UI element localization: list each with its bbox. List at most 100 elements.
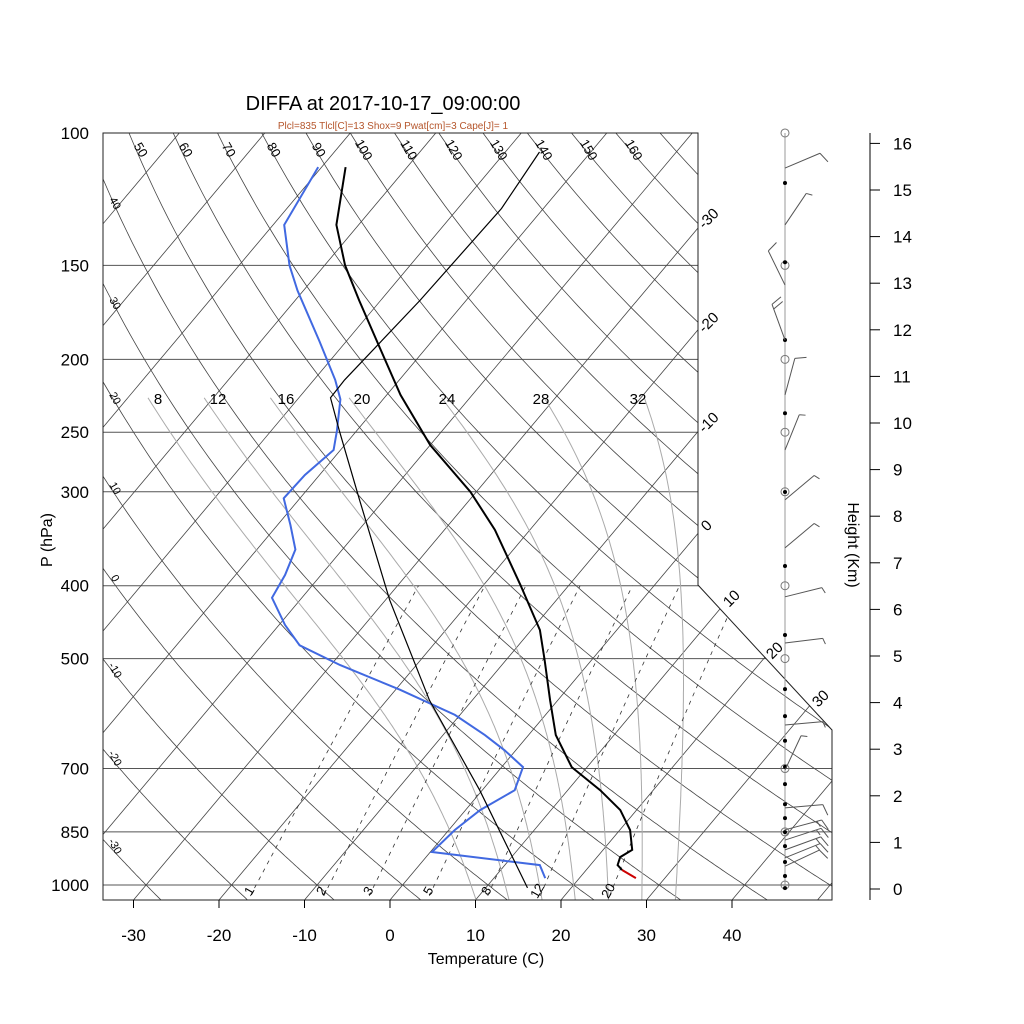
dry-adiabat-line (103, 133, 514, 900)
temperature-line (335, 166, 634, 871)
wind-obs-dot (783, 859, 787, 864)
moist-adiabat-line (147, 397, 478, 900)
wind-obs-dot (783, 782, 787, 787)
mixing-ratio-line (364, 585, 527, 900)
mixing-ratio-line (483, 585, 633, 900)
dry-adiabat-label: 140 (532, 137, 556, 163)
wind-barb-staff (784, 637, 823, 644)
moist-adiabat-label: 28 (533, 391, 550, 408)
wind-barb-staff (784, 523, 815, 549)
wind-barb (771, 296, 786, 341)
wind-obs-dot (783, 830, 787, 835)
isotherm-line (129, 133, 793, 900)
wind-obs-dot (783, 873, 787, 878)
dry-adiabat-line (296, 133, 832, 900)
wind-barb-full (819, 843, 829, 853)
mixing-ratio-label: 2 (313, 884, 330, 898)
dry-adiabat-line (514, 133, 832, 900)
wind-barb (784, 721, 826, 728)
wind-barb-half (821, 587, 826, 594)
p-tick-label: 150 (61, 256, 89, 275)
wind-barb-staff (784, 193, 807, 226)
wind-barb-full (794, 356, 807, 359)
pressure-level-marker (780, 427, 790, 437)
background-grid (103, 116, 1024, 904)
dry-adiabat-label: 130 (487, 137, 511, 163)
wind-barb-full (819, 849, 829, 859)
isotherm-line (471, 133, 832, 900)
moist-adiabat-label: 32 (630, 391, 647, 408)
dry-adiabat-label: 60 (176, 140, 196, 160)
isotherm-label: 10 (720, 587, 744, 611)
dry-adiabat-label: 160 (622, 137, 646, 163)
wind-barb-half (822, 638, 826, 645)
sounding-curves (270, 151, 637, 889)
wind-obs-dot (783, 886, 787, 891)
height-tick-label: 7 (893, 554, 902, 573)
pressure-level-marker (780, 128, 790, 138)
wind-obs-dot (783, 738, 787, 743)
dry-adiabat-line (645, 133, 832, 900)
height-tick-label: 0 (893, 880, 902, 899)
x-tick-label: 40 (723, 926, 742, 945)
height-tick-label: 16 (893, 134, 912, 153)
wind-barb (784, 356, 807, 396)
x-tick-label: 0 (385, 926, 394, 945)
dry-adiabat-label: 120 (442, 137, 466, 163)
dry-adiabat-label: 20 (106, 390, 123, 407)
dry-adiabat-line (470, 133, 832, 900)
wind-barb (784, 152, 829, 169)
dry-adiabat-label: 10 (106, 480, 123, 497)
isotherm-line (103, 133, 707, 900)
wind-barb-half (815, 838, 821, 844)
x-tick-label: 10 (466, 926, 485, 945)
isotherm-line (103, 133, 536, 900)
wind-barb (784, 804, 829, 816)
height-tick-label: 3 (893, 740, 902, 759)
height-tick-label: 2 (893, 787, 902, 806)
x-tick-label: 30 (637, 926, 656, 945)
wind-barb-staff (784, 152, 821, 169)
isotherm-line (300, 133, 832, 900)
wind-barb-staff (784, 804, 823, 809)
wind-barb-half (813, 523, 820, 528)
dry-adiabat-line (252, 133, 832, 900)
isotherm-line (728, 133, 832, 900)
wind-barb-full (820, 836, 829, 847)
chart-subtitle: Plcl=835 Tlcl[C]=13 Shox=9 Pwat[cm]=3 Ca… (278, 121, 509, 132)
wind-barb-half (813, 475, 820, 480)
p-tick-label: 200 (61, 350, 89, 369)
wind-barb-full (773, 301, 784, 310)
wind-barb-staff (784, 475, 815, 501)
wind-barb-staff (784, 827, 822, 841)
height-tick-label: 11 (893, 367, 911, 386)
isotherm-label: -10 (695, 409, 722, 436)
moist-adiabat-line (643, 397, 684, 900)
isotherm-line (900, 116, 1024, 904)
wind-barb-half (801, 735, 808, 737)
pressure-level-marker (780, 354, 790, 364)
wind-barb (784, 637, 826, 645)
wind-barb (784, 414, 806, 451)
wind-barb-staff (784, 735, 802, 771)
pressure-level-marker (780, 764, 790, 774)
isotherm-line (215, 133, 832, 900)
x-tick-label: -30 (121, 926, 146, 945)
isotherm-line (103, 133, 194, 900)
wind-obs-dot (783, 411, 787, 416)
wind-barb-staff (784, 358, 796, 396)
dry-adiabat-label: 90 (309, 140, 329, 160)
wind-obs-dot (783, 564, 787, 569)
dry-adiabat-label: 100 (352, 137, 376, 163)
dry-adiabat-label: 0 (108, 573, 121, 584)
wind-barb-staff (784, 836, 821, 851)
wind-obs-dot (783, 844, 787, 849)
dry-adiabat-line (339, 133, 832, 900)
wind-barb-staff (784, 849, 820, 867)
dry-adiabat-label: -30 (105, 837, 123, 857)
wind-obs-dot (783, 687, 787, 692)
wind-obs-dot (783, 260, 787, 265)
wind-barb-full (821, 819, 829, 830)
